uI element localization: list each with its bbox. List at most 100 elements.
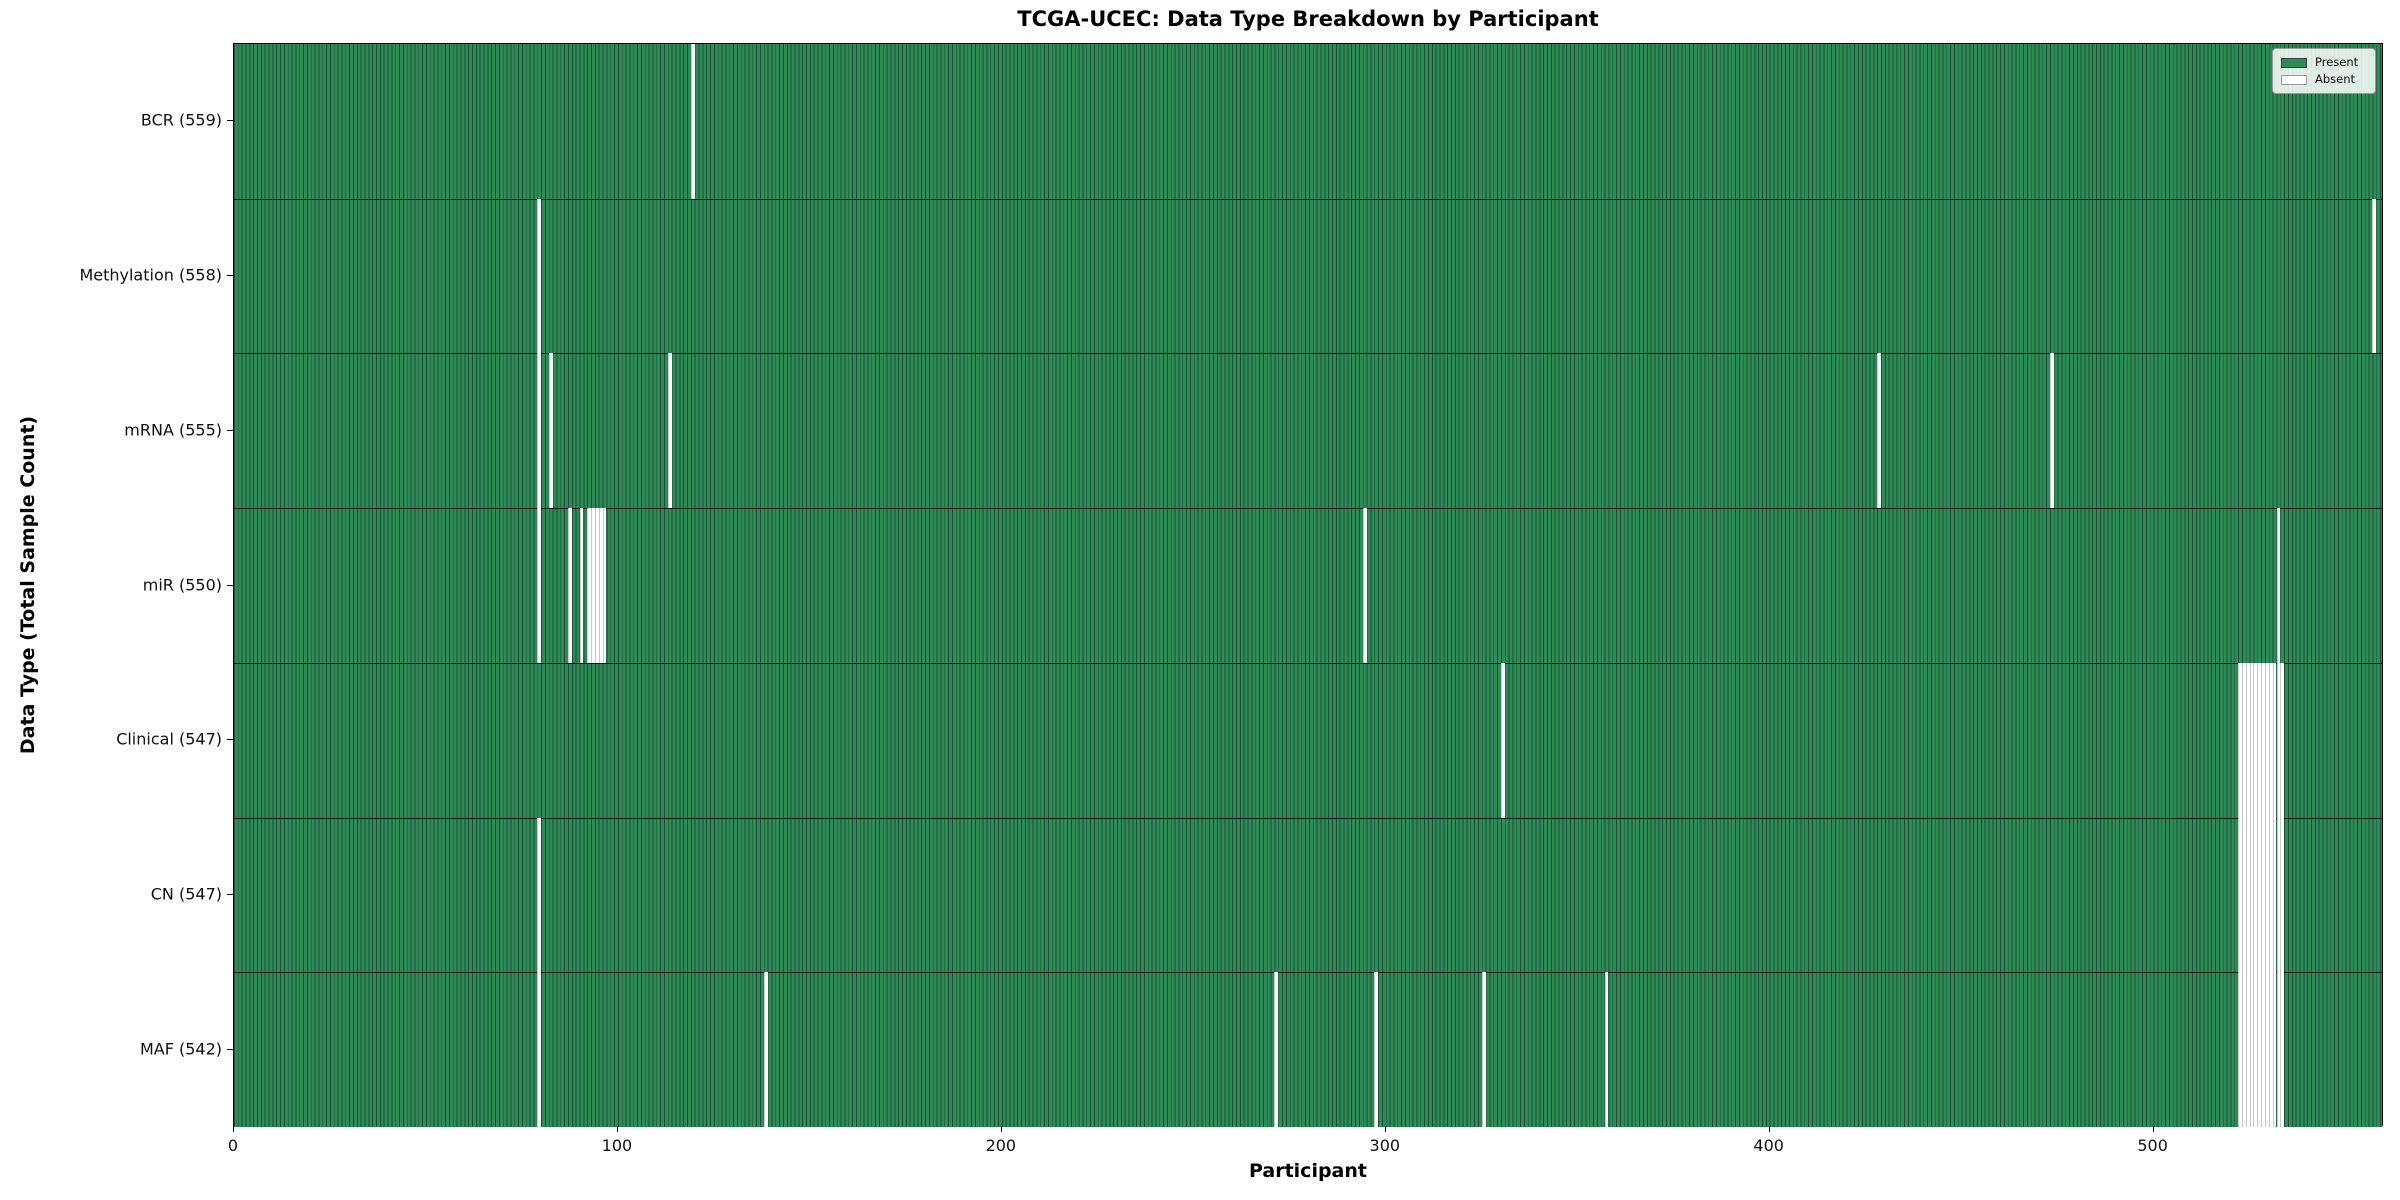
absent-cell bbox=[537, 972, 542, 1127]
x-tick-label: 300 bbox=[1369, 1136, 1401, 1155]
absent-cell bbox=[579, 508, 584, 663]
data-row-Clinical bbox=[234, 662, 2382, 818]
absent-cell bbox=[2276, 817, 2281, 973]
absent-cell bbox=[2264, 817, 2269, 973]
absent-cell bbox=[2261, 662, 2265, 818]
absent-cell bbox=[2261, 972, 2265, 1127]
absent-cell bbox=[2253, 972, 2258, 1127]
x-tick-label: 0 bbox=[227, 1136, 239, 1155]
x-tick bbox=[1384, 1126, 1386, 1132]
absent-cell bbox=[1604, 972, 1609, 1127]
data-row-miR bbox=[234, 508, 2382, 663]
absent-cell bbox=[1362, 508, 1367, 663]
absent-cell bbox=[548, 353, 553, 509]
absent-cell bbox=[537, 508, 542, 663]
absent-cell bbox=[2257, 972, 2262, 1127]
present-swatch bbox=[2281, 57, 2307, 68]
absent-cell bbox=[2276, 662, 2281, 818]
x-tick-label: 400 bbox=[1753, 1136, 1784, 1155]
absent-cell bbox=[1500, 662, 1505, 818]
absent-cell bbox=[2241, 972, 2246, 1127]
data-row-MAF bbox=[234, 972, 2382, 1127]
legend-entry-present: Present bbox=[2281, 54, 2367, 69]
absent-cell bbox=[2280, 817, 2285, 973]
y-tick-label-BCR: BCR (559) bbox=[140, 110, 222, 130]
y-tick bbox=[227, 893, 233, 895]
absent-cell bbox=[587, 508, 592, 663]
x-tick-label: 500 bbox=[2137, 1136, 2168, 1155]
x-tick bbox=[1000, 1126, 1002, 1132]
y-tick-label-Methylation: Methylation (558) bbox=[79, 265, 222, 285]
x-tick-label: 200 bbox=[985, 1136, 1017, 1155]
absent-cell bbox=[2280, 972, 2285, 1127]
absent-cell bbox=[2245, 817, 2250, 973]
absent-cell bbox=[2272, 817, 2277, 973]
chart-title: TCGA-UCEC: Data Type Breakdown by Partic… bbox=[1017, 7, 1599, 31]
x-tick bbox=[1768, 1126, 1770, 1132]
absent-cell bbox=[2257, 817, 2262, 973]
y-tick-label-mRNA: mRNA (555) bbox=[124, 420, 222, 440]
y-tick bbox=[227, 1048, 233, 1050]
data-row-CN bbox=[234, 817, 2382, 973]
data-row-mRNA bbox=[234, 353, 2382, 509]
absent-cell bbox=[2257, 662, 2262, 818]
y-tick bbox=[227, 584, 233, 586]
absent-cell bbox=[2241, 817, 2246, 973]
absent-cell bbox=[2268, 972, 2273, 1127]
absent-cell bbox=[2253, 817, 2258, 973]
y-tick-label-MAF: MAF (542) bbox=[139, 1039, 222, 1059]
plot-area bbox=[233, 43, 2383, 1127]
absent-cell bbox=[690, 44, 695, 199]
absent-cell bbox=[2238, 662, 2242, 818]
absent-cell bbox=[2241, 662, 2246, 818]
data-row-Methylation bbox=[234, 198, 2382, 354]
absent-cell bbox=[667, 353, 672, 509]
absent-swatch bbox=[2281, 74, 2307, 85]
y-tick-label-CN: CN (547) bbox=[150, 884, 222, 904]
y-tick bbox=[227, 739, 233, 741]
y-tick-label-Clinical: Clinical (547) bbox=[116, 729, 222, 749]
absent-cell bbox=[537, 353, 542, 509]
absent-cell bbox=[2268, 662, 2273, 818]
y-tick bbox=[227, 275, 233, 277]
absent-cell bbox=[2268, 817, 2273, 973]
x-tick bbox=[2152, 1126, 2154, 1132]
absent-cell bbox=[2276, 972, 2281, 1127]
absent-cell bbox=[2264, 972, 2269, 1127]
absent-cell bbox=[568, 508, 572, 663]
absent-cell bbox=[2249, 817, 2254, 973]
y-tick bbox=[227, 429, 233, 431]
absent-cell bbox=[598, 508, 603, 663]
absent-cell bbox=[2238, 972, 2242, 1127]
absent-cell bbox=[1877, 353, 1882, 509]
absent-cell bbox=[2272, 972, 2277, 1127]
absent-cell bbox=[2249, 662, 2254, 818]
legend-absent-label: Absent bbox=[2315, 71, 2356, 86]
x-tick bbox=[233, 1126, 234, 1132]
absent-cell bbox=[763, 972, 768, 1127]
x-tick-label: 100 bbox=[601, 1136, 633, 1155]
absent-cell bbox=[1374, 972, 1379, 1127]
absent-cell bbox=[2245, 662, 2250, 818]
absent-cell bbox=[2238, 817, 2242, 973]
absent-cell bbox=[2264, 662, 2269, 818]
absent-cell bbox=[2272, 662, 2277, 818]
absent-cell bbox=[594, 508, 599, 663]
y-tick bbox=[227, 120, 233, 122]
absent-cell bbox=[591, 508, 595, 663]
absent-cell bbox=[1481, 972, 1486, 1127]
absent-cell bbox=[2249, 972, 2254, 1127]
absent-cell bbox=[1274, 972, 1279, 1127]
legend-entry-absent: Absent bbox=[2281, 71, 2367, 86]
absent-cell bbox=[537, 198, 542, 354]
absent-cell bbox=[2049, 353, 2054, 509]
absent-cell bbox=[2280, 662, 2285, 818]
absent-cell bbox=[2253, 662, 2258, 818]
absent-cell bbox=[537, 817, 542, 973]
legend: Present Absent bbox=[2272, 48, 2376, 94]
x-axis-title: Participant bbox=[1248, 1160, 1367, 1182]
legend-present-label: Present bbox=[2315, 54, 2359, 69]
y-tick-label-miR: miR (550) bbox=[142, 575, 222, 594]
absent-cell bbox=[2245, 972, 2250, 1127]
